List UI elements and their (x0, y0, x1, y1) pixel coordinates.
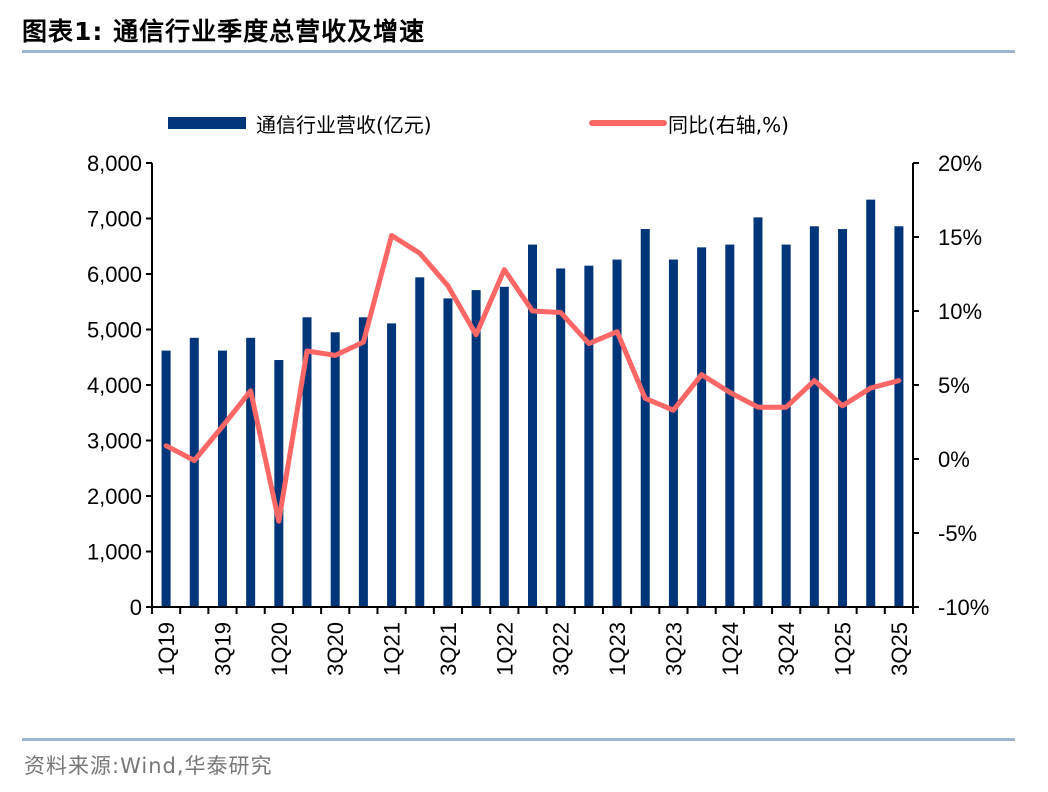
x-tick-label: 3Q25 (887, 622, 912, 676)
bar-3Q19 (217, 350, 227, 607)
bar-4Q23 (697, 247, 707, 608)
bar-4Q21 (471, 290, 481, 607)
axes-group: 0 1,000 2,000 3,000 4,000 5,000 6,000 7,000 8,00… (87, 151, 989, 676)
bar-2Q22 (528, 244, 537, 607)
legend-bar-swatch (168, 117, 246, 129)
right-tick-label: 0% (938, 447, 970, 472)
x-tick-label: 1Q24 (718, 622, 743, 676)
bar-1Q22 (499, 286, 509, 607)
bar-3Q22 (556, 268, 566, 607)
right-tick-label: 20% (938, 151, 982, 176)
left-tick-label: 6,000 (87, 262, 142, 287)
x-tick-label: 3Q19 (210, 622, 235, 676)
right-tick-label: 10% (938, 299, 982, 324)
x-tick-label: 1Q23 (605, 622, 630, 676)
x-tick-label: 3Q20 (323, 622, 348, 676)
right-tick-label: -10% (938, 595, 989, 620)
bar-2Q25 (866, 199, 876, 607)
x-tick-label: 3Q24 (774, 622, 799, 676)
bar-2Q24 (753, 217, 763, 607)
bar-4Q22 (584, 265, 594, 607)
x-tick-label: 1Q19 (154, 622, 179, 676)
left-tick-label: 4,000 (87, 373, 142, 398)
bars-group (161, 199, 904, 608)
bar-1Q25 (838, 229, 848, 608)
bar-1Q20 (274, 360, 284, 607)
source-note: 资料来源:Wind,华泰研究 (24, 754, 273, 778)
bar-3Q24 (781, 244, 791, 607)
x-tick-label: 3Q23 (661, 622, 686, 676)
right-tick-label: 15% (938, 225, 982, 250)
x-tick-label: 3Q22 (549, 622, 574, 676)
bar-2Q20 (302, 317, 312, 607)
bar-4Q20 (358, 317, 368, 607)
legend-bar-label: 通信行业营收(亿元) (256, 113, 432, 137)
left-tick-label: 7,000 (87, 207, 142, 232)
bar-2Q21 (415, 277, 425, 607)
x-tick-label: 3Q21 (436, 622, 461, 676)
bar-1Q23 (612, 259, 622, 607)
left-tick-label: 2,000 (87, 484, 142, 509)
bar-3Q23 (668, 259, 678, 607)
x-tick-label: 1Q21 (380, 622, 405, 676)
footer-divider (22, 738, 1015, 741)
bar-3Q20 (330, 332, 340, 607)
right-tick-label: 5% (938, 373, 970, 398)
bar-3Q25 (894, 226, 904, 607)
bar-3Q21 (443, 298, 453, 607)
line-group (163, 233, 902, 524)
bar-4Q24 (809, 226, 819, 607)
left-tick-label: 0 (130, 595, 142, 620)
figure-title: 图表1: 通信行业季度总营收及增速 (22, 17, 426, 46)
bar-1Q21 (387, 323, 397, 607)
left-tick-label: 8,000 (87, 151, 142, 176)
left-tick-label: 1,000 (87, 540, 142, 565)
bar-2Q19 (189, 337, 199, 607)
left-tick-label: 3,000 (87, 429, 142, 454)
legend-line-label: 同比(右轴,%) (668, 113, 789, 137)
x-tick-label: 1Q20 (267, 622, 292, 676)
legend: 通信行业营收(亿元) 同比(右轴,%) (168, 113, 789, 137)
bar-1Q19 (161, 350, 171, 607)
right-tick-label: -5% (938, 521, 977, 546)
bar-1Q24 (725, 244, 735, 607)
x-tick-label: 1Q25 (831, 622, 856, 676)
bar-2Q23 (640, 229, 650, 608)
title-divider (22, 50, 1015, 53)
x-tick-label: 1Q22 (492, 622, 517, 676)
bar-4Q19 (246, 337, 256, 607)
left-tick-label: 5,000 (87, 318, 142, 343)
